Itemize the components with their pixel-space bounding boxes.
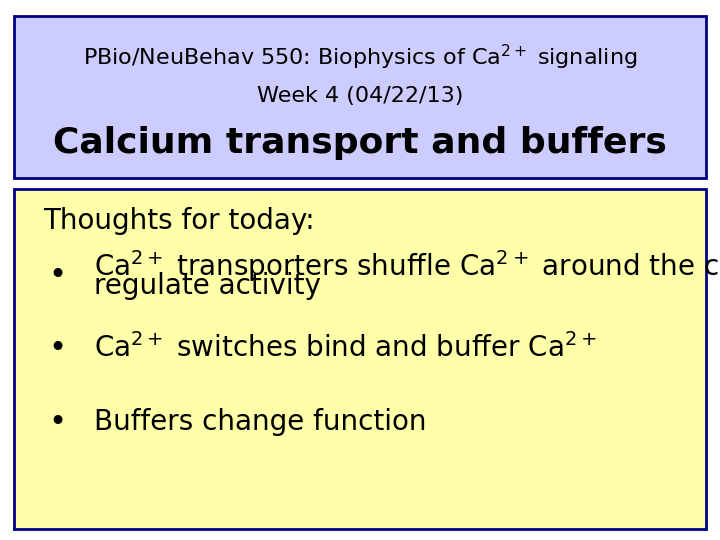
FancyBboxPatch shape — [14, 16, 706, 178]
Text: Ca$^{2+}$ transporters shuffle Ca$^{2+}$ around the cell to: Ca$^{2+}$ transporters shuffle Ca$^{2+}$… — [94, 248, 720, 284]
Text: Thoughts for today:: Thoughts for today: — [43, 207, 315, 235]
Text: regulate activity: regulate activity — [94, 272, 320, 300]
Text: •: • — [48, 408, 67, 437]
Text: Buffers change function: Buffers change function — [94, 408, 426, 436]
FancyBboxPatch shape — [14, 189, 706, 529]
Text: PBio/NeuBehav 550: Biophysics of Ca$^{2+}$ signaling: PBio/NeuBehav 550: Biophysics of Ca$^{2+… — [83, 43, 637, 72]
Text: Calcium transport and buffers: Calcium transport and buffers — [53, 126, 667, 160]
Text: Week 4 (04/22/13): Week 4 (04/22/13) — [257, 86, 463, 106]
Text: •: • — [48, 334, 67, 363]
Text: Ca$^{2+}$ switches bind and buffer Ca$^{2+}$: Ca$^{2+}$ switches bind and buffer Ca$^{… — [94, 333, 597, 363]
Text: •: • — [48, 261, 67, 290]
